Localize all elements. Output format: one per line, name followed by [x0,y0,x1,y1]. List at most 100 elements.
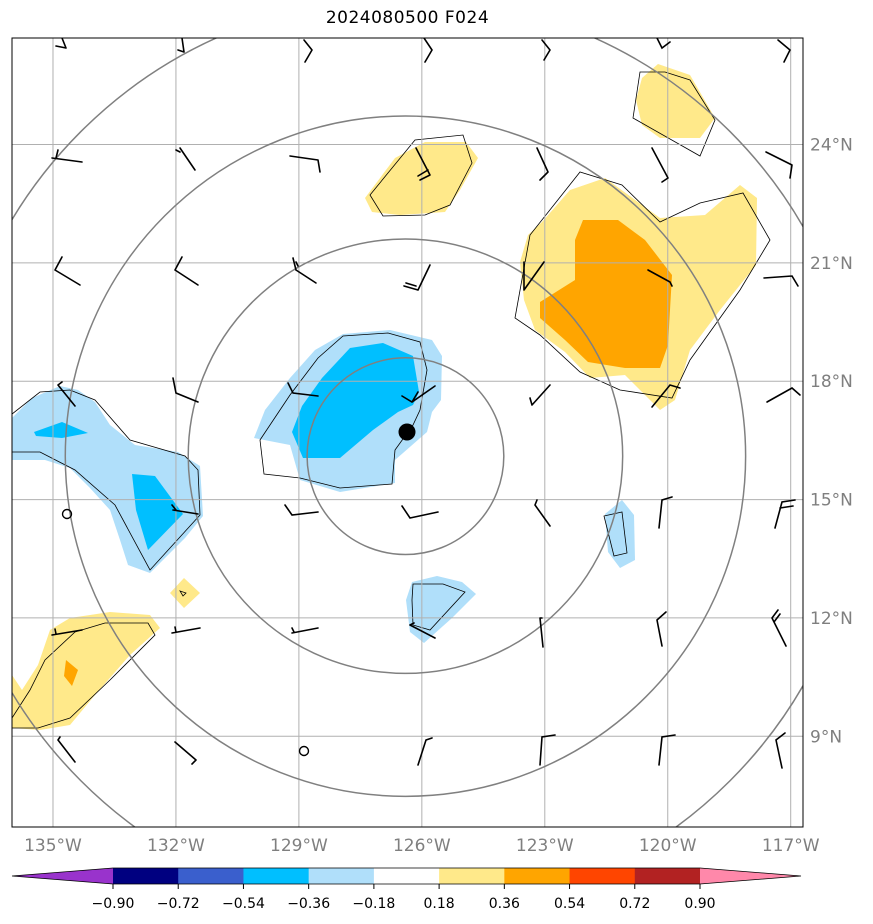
anomaly-region-far-northeast [636,64,715,138]
wind-barb [284,504,319,516]
wind-barb [289,155,321,173]
wind-barb [415,147,431,181]
anomaly-region-central-core [292,343,419,458]
latitude-labels: 24°N 21°N 18°N 15°N 12°N 9°N [810,136,853,748]
colorbar-tick-label: 0.90 [684,896,715,912]
latitude-tick-label: 9°N [810,727,842,747]
storm-center-marker [398,423,416,441]
colorbar-segment [439,868,505,884]
wind-barb [174,741,197,765]
latitude-tick-label: 21°N [810,254,853,274]
colorbar-segment [504,868,571,884]
colorbar-segment [243,868,310,884]
wind-barb [763,275,799,287]
map-title: 2024080500 F024 [325,8,490,28]
wind-barbs [51,38,801,769]
wind-barb [287,382,319,397]
contour-far-northeast [632,71,716,157]
wind-barb [303,39,313,63]
wind-barb [401,385,436,403]
wind-barb [51,628,83,636]
wind-barb [651,384,681,408]
colorbar-tick-label: −0.72 [157,896,200,912]
wind-barb [777,39,791,63]
wind-barb [401,505,439,519]
anomaly-region-northeast-core [540,220,672,368]
anomaly-region-west-core-1 [34,422,88,438]
longitude-tick-label: 120°W [639,836,697,856]
wind-barb [409,622,436,639]
colorbar-tick-label: −0.36 [287,896,330,912]
calm-markers [61,508,310,757]
calm-marker [298,745,310,757]
wind-barb [658,734,676,766]
anomaly-region-southwest-core [64,660,78,686]
contour-east-small [603,511,628,557]
wind-barb [536,147,549,181]
wind-barb [172,377,199,403]
wind-barb [57,736,76,763]
wind-barb [423,38,433,63]
colorbar: −0.90 −0.72 −0.54 −0.36 −0.18 0.18 0.36 0.54 0.7… [11,867,802,912]
anomaly-region-south [406,576,476,643]
wind-barb [766,387,801,403]
colorbar-tick-label: −0.90 [92,896,135,912]
contour-southwest [12,622,156,729]
wind-barb [774,499,796,529]
colorbar-tick-label: −0.54 [222,896,265,912]
contour-west [12,389,201,571]
colorbar-extend-left [12,868,113,884]
longitude-tick-label: 135°W [24,836,82,856]
range-ring [306,357,505,556]
wind-barb [175,147,196,171]
colorbar-segment [569,868,636,884]
wind-barb [417,737,433,766]
contour-northeast [514,171,771,399]
wind-barb [656,611,667,647]
longitude-tick-label: 117°W [762,836,820,856]
wind-barb [765,151,793,179]
wind-barb [291,627,319,634]
colorbar-segment [113,868,179,884]
wind-barb [54,256,81,286]
positive-anomaly-regions [12,64,757,730]
wind-barb [171,504,199,515]
wind-barb [403,264,431,291]
wind-barb [529,384,551,406]
wind-barb [171,626,201,634]
colorbar-segment [308,868,375,884]
colorbar-segment [373,868,440,884]
wind-barb [775,732,786,769]
anomaly-region-west-core-2 [132,474,183,550]
latitude-tick-label: 24°N [810,136,853,156]
wind-barb [177,38,185,53]
wind-barb [534,499,551,527]
longitude-tick-label: 132°W [147,836,205,856]
calm-marker [61,508,73,520]
contour-south [411,583,466,631]
wind-barb [292,257,317,284]
map-frame [11,37,804,828]
longitude-tick-label: 123°W [516,836,574,856]
wind-barb [174,256,199,286]
wind-barb [539,734,556,766]
wind-barb [658,496,673,529]
longitude-tick-label: 129°W [270,836,328,856]
anomaly-region-east-small [605,500,635,568]
contour-north [369,134,473,217]
colorbar-tick-label: 0.54 [554,896,585,912]
colorbar-tick-label: 0.18 [424,896,455,912]
wind-barb [55,38,67,49]
colorbar-tick-label: −0.18 [352,896,395,912]
colorbar-ticks: −0.90 −0.72 −0.54 −0.36 −0.18 0.18 0.36 0.54 0.7… [92,884,716,912]
latitude-tick-label: 18°N [810,372,853,392]
negative-anomaly-regions [12,330,635,643]
range-ring [187,238,624,675]
latitude-tick-label: 12°N [810,609,853,629]
wind-barb [771,609,787,647]
colorbar-tick-label: 0.36 [489,896,520,912]
colorbar-segments [113,868,701,884]
colorbar-tick-label: 0.72 [619,896,650,912]
